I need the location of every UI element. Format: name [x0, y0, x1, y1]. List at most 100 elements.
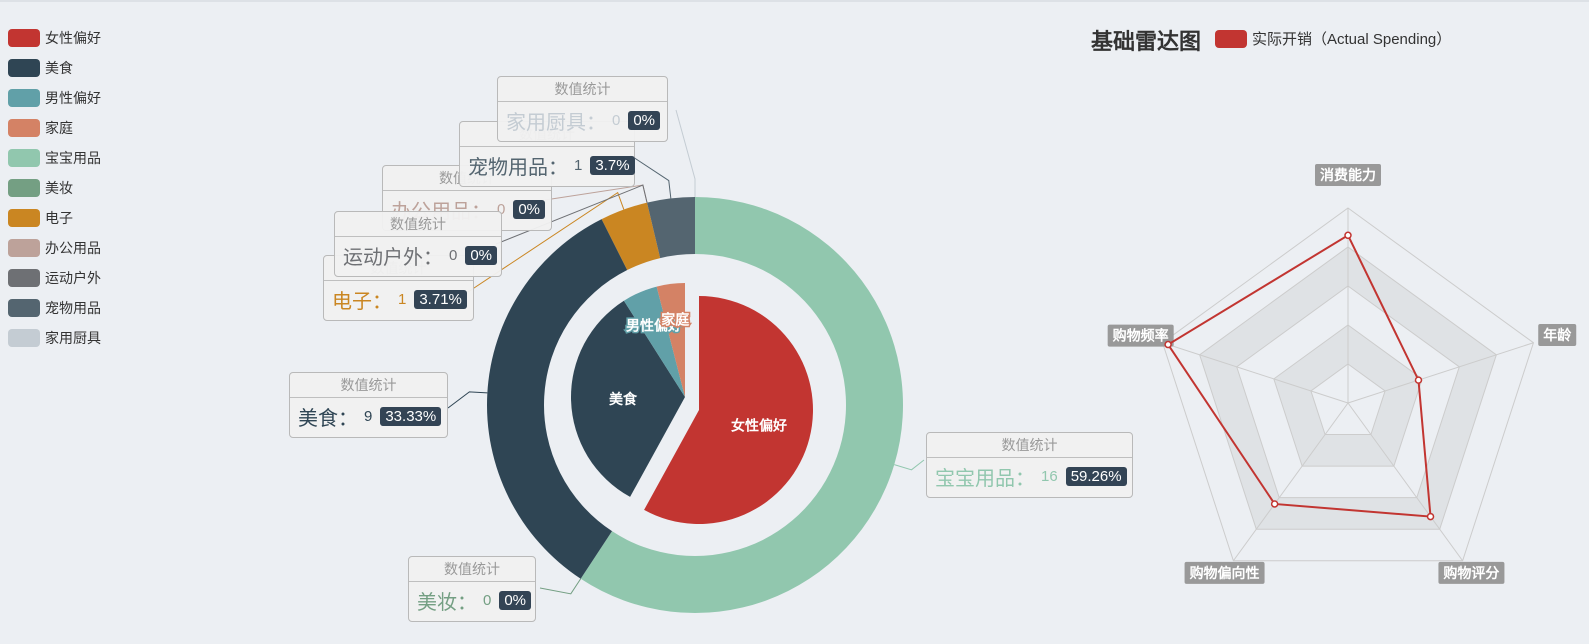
- legend-swatch: [8, 179, 40, 197]
- radar-point[interactable]: [1414, 376, 1423, 384]
- legend-label: 女性偏好: [45, 30, 101, 46]
- outer-slice-0[interactable]: [580, 197, 903, 613]
- radar-series-line[interactable]: [1166, 233, 1432, 518]
- legend-label: 美妆: [45, 180, 73, 196]
- radar-title: 基础雷达图: [1091, 29, 1202, 54]
- radar-point[interactable]: [1270, 500, 1279, 508]
- legend-label: 宠物用品: [45, 300, 101, 316]
- label-value: 0: [483, 592, 492, 609]
- legend-swatch: [8, 239, 40, 257]
- leader-line: [467, 191, 625, 293]
- label-box-header: 数值统计: [335, 212, 501, 237]
- legend-swatch: [8, 329, 40, 347]
- legend-item[interactable]: 美食: [8, 58, 73, 78]
- label-value: 16: [1041, 468, 1058, 485]
- label-percent: 3.71%: [414, 290, 467, 309]
- label-percent: 0%: [499, 591, 532, 610]
- radar-indicator-label: 年龄: [1538, 324, 1577, 347]
- legend-label: 美食: [45, 60, 73, 76]
- legend-label: 实际开销（Actual Spending）: [1252, 31, 1452, 48]
- legend-item[interactable]: 家庭: [8, 118, 73, 138]
- inner-slice-label: 美食: [609, 391, 638, 407]
- radar-axis: [1232, 402, 1349, 562]
- radar-axis: [1347, 402, 1464, 562]
- inner-pie: [571, 283, 814, 525]
- label-percent: 0%: [628, 111, 661, 130]
- inner-slice-1[interactable]: [571, 300, 685, 497]
- svg-text:年龄: 年龄: [1543, 327, 1572, 343]
- label-name: 电子: [332, 291, 372, 313]
- legend-item[interactable]: 家用厨具: [8, 328, 101, 348]
- inner-slice-label: 女性偏好: [731, 417, 787, 433]
- radar-axis: [1162, 342, 1349, 404]
- inner-slice-label: 男性偏好: [626, 317, 682, 333]
- label-box-row: 美妆： 0 0%: [409, 582, 535, 621]
- label-name: 宝宝用品: [935, 468, 1015, 490]
- legend-swatch: [8, 299, 40, 317]
- label-percent: 33.33%: [380, 407, 442, 426]
- legend-swatch: [8, 149, 40, 167]
- label-percent: 0%: [513, 200, 546, 219]
- label-percent: 3.7%: [590, 156, 635, 175]
- label-box-row: 家用厨具： 0 0%: [498, 102, 667, 141]
- legend-item[interactable]: 运动户外: [8, 268, 101, 288]
- leader-line: [894, 459, 925, 471]
- label-box-ladder-1: 数值统计 美妆： 0 0%: [408, 556, 536, 622]
- label-percent: 59.26%: [1065, 467, 1127, 486]
- label-box-row: 宠物用品： 1 3.7%: [460, 147, 635, 186]
- label-box-header: 数值统计: [409, 557, 535, 582]
- legend-item[interactable]: 男性偏好: [8, 88, 101, 108]
- legend-item[interactable]: 电子: [8, 208, 73, 228]
- legend-item[interactable]: 办公用品: [8, 238, 101, 258]
- radar-indicator-label: 购物频率: [1107, 324, 1174, 347]
- leader-line: [629, 154, 672, 199]
- label-value: 9: [364, 408, 373, 425]
- legend-item[interactable]: 美妆: [8, 178, 73, 198]
- label-value: 0: [449, 247, 458, 264]
- radar-point[interactable]: [1164, 340, 1172, 349]
- radar-axis: [1347, 342, 1534, 404]
- top-border: [0, 0, 1589, 2]
- label-box-row: 宝宝用品： 16 59.26%: [927, 458, 1132, 497]
- legend-item[interactable]: 女性偏好: [8, 28, 101, 48]
- radar-point[interactable]: [1344, 231, 1352, 240]
- label-box-header: 数值统计: [927, 433, 1132, 458]
- label-box-row: 电子： 1 3.71%: [324, 281, 473, 320]
- inner-slice-0[interactable]: [644, 296, 814, 525]
- svg-text:购物评分: 购物评分: [1443, 565, 1499, 581]
- svg-text:消费能力: 消费能力: [1320, 167, 1376, 183]
- radar-point[interactable]: [1426, 512, 1435, 521]
- radar-legend-item[interactable]: 实际开销（Actual Spending）: [1215, 28, 1451, 49]
- radar-indicator-label: 购物偏向性: [1184, 561, 1265, 584]
- outer-slice-2[interactable]: [486, 219, 628, 579]
- leader-line: [675, 109, 696, 197]
- label-value: 1: [398, 291, 407, 308]
- label-box-row: 运动户外： 0 0%: [335, 237, 501, 276]
- radar-indicator-label: 购物评分: [1438, 561, 1505, 584]
- label-name: 运动户外: [343, 247, 423, 269]
- legend-swatch: [8, 269, 40, 287]
- inner-slice-3[interactable]: [656, 283, 685, 397]
- legend-label: 男性偏好: [45, 90, 101, 106]
- label-box-ladder-0: 数值统计 宝宝用品： 16 59.26%: [926, 432, 1133, 498]
- legend-item[interactable]: 宠物用品: [8, 298, 101, 318]
- svg-text:购物频率: 购物频率: [1113, 328, 1169, 344]
- legend-swatch: [8, 119, 40, 137]
- outer-slice-3[interactable]: [601, 202, 661, 271]
- label-name: 美妆: [417, 592, 457, 614]
- inner-slice-2[interactable]: [623, 286, 685, 397]
- label-box-row: 美食： 9 33.33%: [290, 398, 447, 437]
- legend-swatch: [8, 59, 40, 77]
- legend-label: 宝宝用品: [45, 150, 101, 166]
- svg-text:购物偏向性: 购物偏向性: [1190, 565, 1260, 581]
- legend-swatch: [8, 29, 40, 47]
- outer-slice-6[interactable]: [647, 197, 695, 259]
- legend-label: 运动户外: [45, 270, 101, 286]
- label-value: 1: [574, 157, 583, 174]
- legend-item[interactable]: 宝宝用品: [8, 148, 101, 168]
- label-name: 家用厨具: [506, 112, 586, 134]
- label-value: 0: [497, 201, 506, 218]
- legend-label: 家用厨具: [45, 330, 101, 346]
